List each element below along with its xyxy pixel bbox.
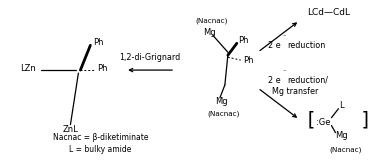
Text: L = bulky amide: L = bulky amide xyxy=(69,145,132,154)
Text: reduction/: reduction/ xyxy=(288,76,328,84)
Text: 2 e: 2 e xyxy=(268,41,280,50)
Text: Ph: Ph xyxy=(98,64,108,73)
Text: Mg: Mg xyxy=(203,28,215,37)
Text: (Nacnac): (Nacnac) xyxy=(195,17,227,24)
Text: LZn: LZn xyxy=(21,64,36,73)
Text: reduction: reduction xyxy=(288,41,326,50)
Text: [: [ xyxy=(305,110,316,129)
Text: Mg: Mg xyxy=(215,97,228,106)
Text: (Nacnac): (Nacnac) xyxy=(330,146,362,153)
Text: ]: ] xyxy=(359,110,371,129)
Text: 2 e: 2 e xyxy=(268,76,280,84)
Text: Ph: Ph xyxy=(243,56,253,65)
Text: LCd—CdL: LCd—CdL xyxy=(308,8,350,17)
Text: Nacnac = β-diketiminate: Nacnac = β-diketiminate xyxy=(53,133,148,142)
Text: ⁻: ⁻ xyxy=(283,34,286,40)
Text: Ph: Ph xyxy=(93,38,104,47)
Text: (Nacnac): (Nacnac) xyxy=(207,110,239,117)
Text: Ph: Ph xyxy=(238,36,248,45)
Text: ZnL: ZnL xyxy=(62,125,78,134)
Text: ⁻: ⁻ xyxy=(283,69,286,75)
Text: :Ge: :Ge xyxy=(316,118,330,127)
Text: L: L xyxy=(339,101,344,110)
Text: Mg: Mg xyxy=(335,131,348,140)
Text: 1,2-di-Grignard: 1,2-di-Grignard xyxy=(119,53,181,62)
Text: Mg transfer: Mg transfer xyxy=(272,87,318,96)
